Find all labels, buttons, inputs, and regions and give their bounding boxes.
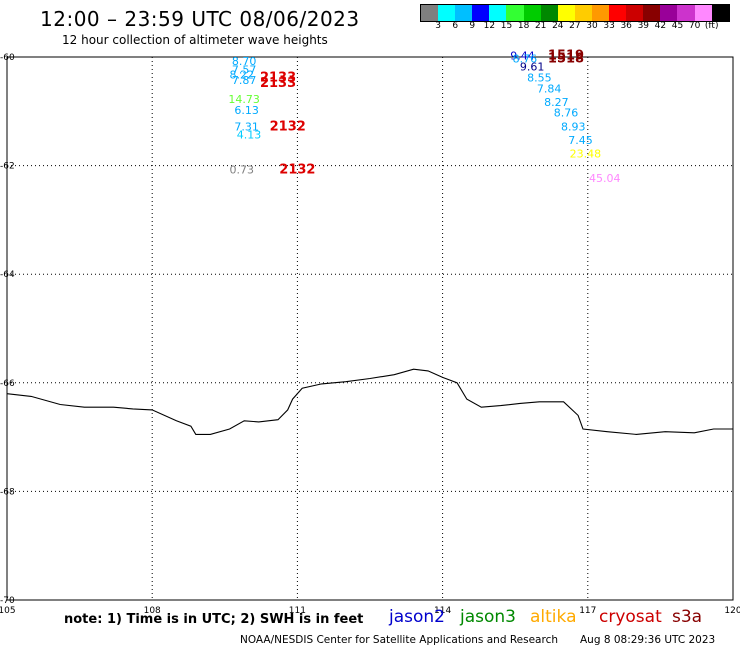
generated-timestamp: Aug 8 08:29:36 UTC 2023: [580, 634, 716, 646]
color-scale-label: 18: [517, 21, 530, 31]
latitude-tick-label: -66: [0, 379, 15, 389]
color-scale-label: 21: [534, 21, 547, 31]
wave-height-label: 14.73: [228, 93, 260, 106]
longitude-tick-label: 105: [0, 606, 16, 616]
color-swatch: [694, 5, 712, 21]
longitude-tick-label: 108: [144, 606, 161, 616]
color-scale-label: 30: [586, 21, 598, 31]
legend-item-jason3: jason3: [460, 607, 516, 627]
coastline: [6, 368, 733, 435]
wave-height-label: 1518: [548, 51, 584, 66]
wave-height-label: 8.27: [544, 96, 569, 109]
color-swatch: [523, 5, 541, 21]
wave-height-label: 7.87: [232, 74, 257, 87]
wave-height-label: 7.45: [568, 134, 593, 147]
color-scale-label: 70: [688, 21, 701, 31]
legend-item-jason2: jason2: [389, 607, 445, 627]
legend-item-cryosat: cryosat: [599, 607, 662, 627]
color-swatch: [591, 5, 610, 21]
wave-height-label: 23.48: [570, 147, 602, 160]
wave-height-label: 2133: [260, 70, 296, 85]
wave-height-label: 8.55: [527, 71, 552, 84]
page-title: 12:00 – 23:59 UTC 08/06/2023: [40, 7, 360, 31]
wave-height-label: 7.84: [537, 82, 562, 95]
longitude-tick-label: 114: [434, 606, 451, 616]
color-scale-label: 42: [654, 21, 667, 31]
longitude-tick-label: 117: [579, 606, 596, 616]
page-subtitle: 12 hour collection of altimeter wave hei…: [62, 33, 328, 47]
wave-height-label: 1519: [548, 49, 584, 64]
color-swatch: [660, 5, 678, 21]
wave-height-label: 2132: [270, 119, 306, 134]
color-swatch: [557, 5, 575, 21]
wave-height-label: 9.44: [510, 50, 535, 63]
latitude-tick-label: -64: [0, 270, 15, 280]
wave-height-label: 7.57: [232, 63, 257, 76]
wave-height-label: 0.73: [229, 164, 254, 177]
wave-height-label: 2132: [279, 163, 315, 178]
wave-height-label: 9.61: [520, 61, 545, 74]
color-swatch: [643, 5, 661, 21]
color-swatch: [609, 5, 627, 21]
footnote: note: 1) Time is in UTC; 2) SWH is in fe…: [64, 612, 364, 627]
color-swatch: [455, 5, 473, 21]
wave-height-label: 2133: [260, 76, 296, 91]
color-swatch: [472, 5, 490, 21]
color-scale-label: 15: [500, 21, 513, 31]
wave-height-label: 8.22: [229, 69, 254, 82]
wave-height-label: 8.70: [232, 55, 257, 68]
color-scale-label: 39: [637, 21, 650, 31]
wave-height-label: 45.04: [589, 172, 621, 185]
color-scale-label: (ft): [704, 21, 719, 31]
color-scale-label: 3: [435, 21, 441, 31]
color-scale-label: 27: [569, 21, 581, 31]
color-swatch: [711, 5, 729, 21]
longitude-tick-label: 120: [724, 606, 740, 616]
latitude-tick-label: -70: [0, 596, 15, 606]
color-scale-label: 33: [603, 21, 615, 31]
legend-item-s3a: s3a: [672, 607, 703, 627]
legend-item-altika: altika: [530, 607, 577, 627]
color-swatch: [677, 5, 695, 21]
color-swatch: [489, 5, 507, 21]
map-frame: [6, 56, 734, 601]
color-scale-label: 12: [483, 21, 496, 31]
wave-height-label: 4.13: [237, 128, 262, 141]
color-swatch: [574, 5, 592, 21]
color-scale-label: 9: [469, 21, 476, 31]
wave-height-label: 8.76: [513, 52, 538, 65]
latitude-tick-label: -68: [0, 487, 15, 497]
color-scale-label: 24: [552, 21, 564, 31]
color-swatch: [626, 5, 644, 21]
color-scale-bar: [420, 4, 730, 22]
wave-height-label: 6.13: [234, 104, 259, 117]
color-swatch: [421, 5, 439, 21]
wave-height-label: 7.31: [234, 120, 259, 133]
color-swatch: [438, 5, 456, 21]
color-swatch: [506, 5, 524, 21]
color-scale-label: 6: [452, 21, 459, 31]
latitude-tick-label: -60: [0, 53, 15, 63]
longitude-tick-label: 111: [289, 606, 306, 616]
latitude-tick-label: -62: [0, 162, 15, 172]
credit-line: NOAA/NESDIS Center for Satellite Applica…: [240, 634, 558, 646]
wave-height-label: 8.93: [561, 120, 586, 133]
wave-height-label: 8.76: [554, 107, 579, 120]
color-scale-label: 36: [620, 21, 632, 31]
color-scale-label: 45: [671, 21, 684, 31]
color-swatch: [540, 5, 558, 21]
